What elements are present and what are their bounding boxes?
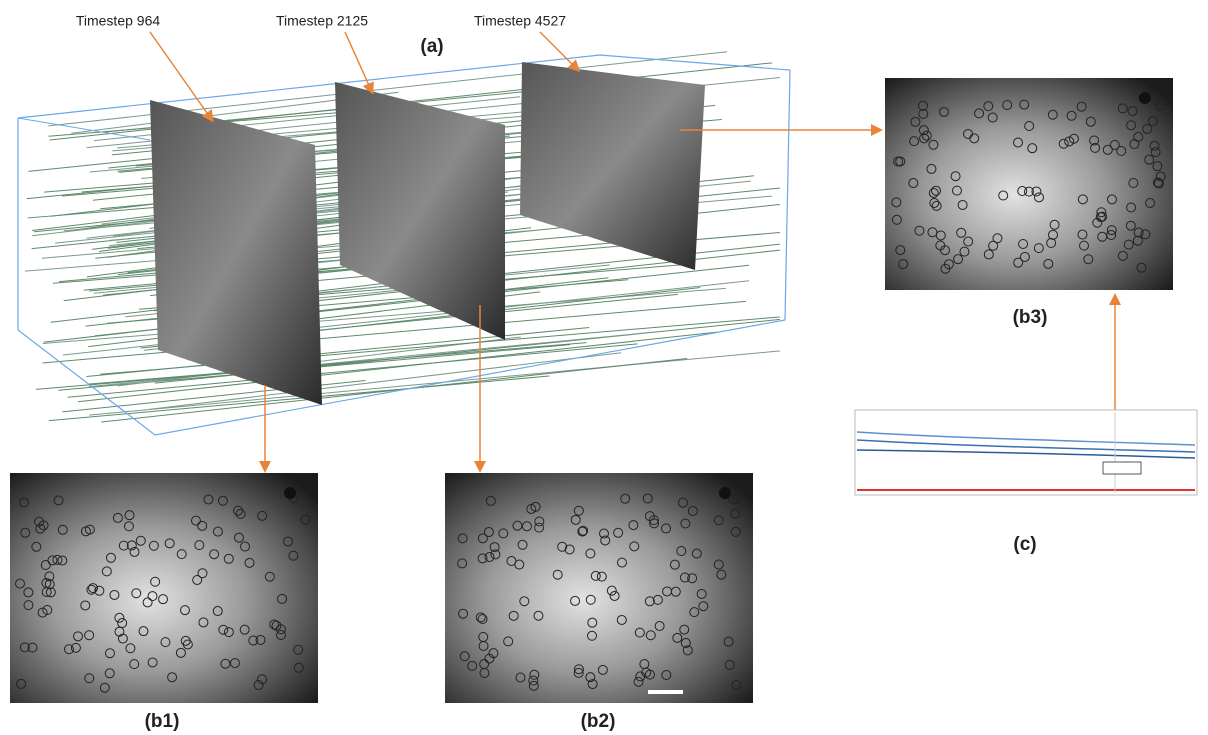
dark-spot	[1139, 92, 1151, 104]
timestep-label: Timestep 964	[76, 13, 161, 29]
slice-1	[150, 100, 322, 405]
trajectory	[68, 344, 638, 397]
dark-spot	[284, 487, 296, 499]
panel-label: (a)	[420, 36, 443, 57]
plot-frame	[855, 410, 1197, 495]
timestep-label: Timestep 4527	[474, 13, 566, 29]
panel-label: (b3)	[1013, 307, 1048, 328]
slice-2	[335, 82, 505, 340]
tooltip	[1103, 462, 1141, 474]
timestep-label: Timestep 2125	[276, 13, 368, 29]
figure: Timestep 964 Timestep 2125 Timestep 4527…	[0, 0, 1208, 735]
dark-spot	[719, 487, 731, 499]
micrograph-b1	[10, 473, 318, 703]
panel-label: (b1)	[145, 711, 180, 732]
trace-plot	[855, 410, 1197, 495]
panel-label: (b2)	[581, 711, 616, 732]
trajectory	[101, 359, 687, 422]
panel-label: (c)	[1013, 534, 1036, 555]
scale-bar	[648, 690, 683, 694]
